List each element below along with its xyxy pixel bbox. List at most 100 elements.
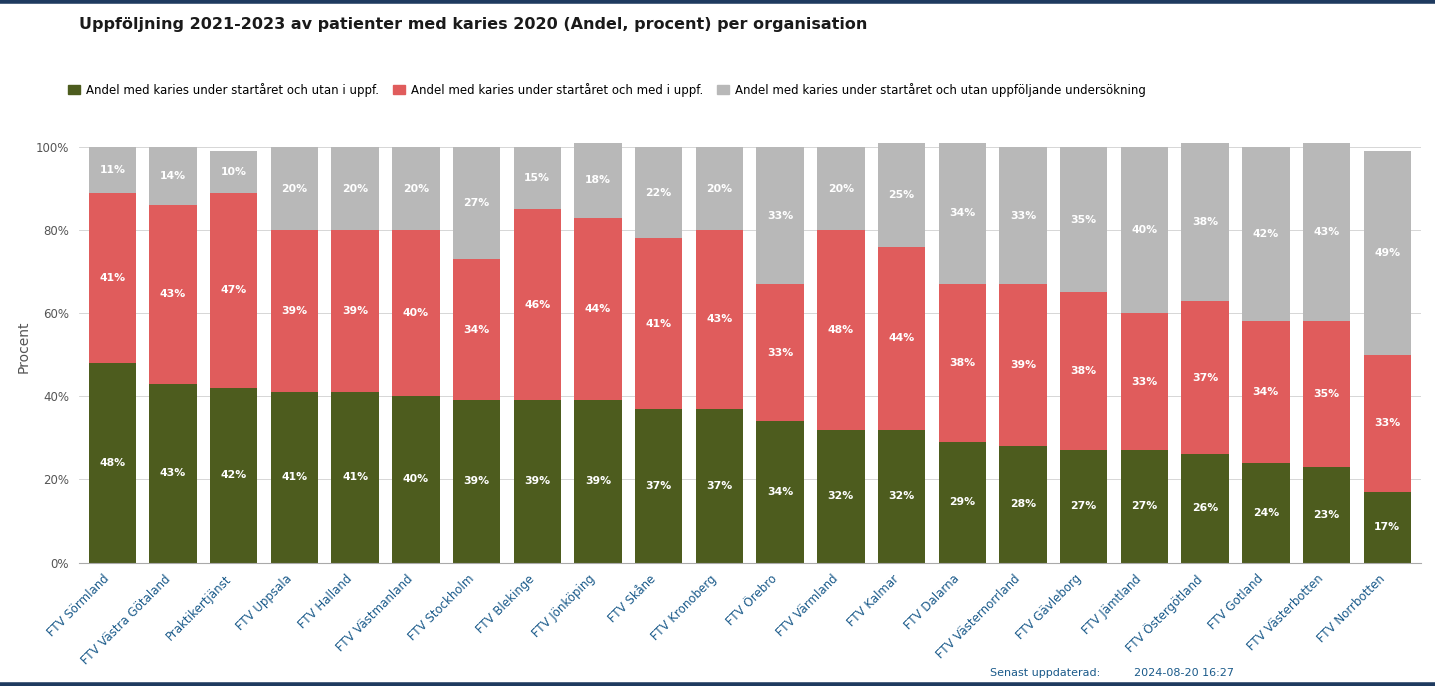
Text: 41%: 41%: [281, 473, 307, 482]
Bar: [453, 259, 501, 401]
Text: 32%: 32%: [828, 491, 854, 501]
Text: 27%: 27%: [1131, 501, 1158, 512]
Text: 39%: 39%: [464, 477, 489, 486]
Bar: [89, 363, 136, 563]
Text: 41%: 41%: [342, 473, 369, 482]
Bar: [392, 230, 439, 397]
Text: 38%: 38%: [1192, 217, 1218, 227]
Text: 46%: 46%: [524, 300, 551, 310]
Bar: [574, 143, 621, 217]
Bar: [210, 151, 257, 193]
Text: 38%: 38%: [949, 358, 976, 368]
Text: 39%: 39%: [1010, 360, 1036, 370]
Text: 44%: 44%: [888, 333, 914, 343]
Text: 33%: 33%: [1131, 377, 1158, 387]
Bar: [1060, 450, 1108, 563]
Bar: [514, 147, 561, 209]
Text: 33%: 33%: [1375, 418, 1401, 428]
Text: 2024-08-20 16:27: 2024-08-20 16:27: [1134, 667, 1234, 678]
Bar: [574, 217, 621, 401]
Bar: [696, 409, 743, 563]
Bar: [1243, 322, 1290, 463]
Text: 37%: 37%: [706, 481, 732, 490]
Bar: [453, 147, 501, 259]
Bar: [817, 429, 864, 563]
Bar: [514, 401, 561, 563]
Text: 38%: 38%: [1071, 366, 1096, 377]
Bar: [1181, 300, 1228, 454]
Text: 35%: 35%: [1313, 389, 1340, 399]
Text: 39%: 39%: [524, 477, 551, 486]
Bar: [817, 230, 864, 429]
Bar: [756, 284, 804, 421]
Bar: [817, 147, 864, 230]
Text: 47%: 47%: [221, 285, 247, 296]
Text: 33%: 33%: [768, 211, 794, 220]
Text: Senast uppdaterad:: Senast uppdaterad:: [990, 667, 1101, 678]
Bar: [1181, 454, 1228, 563]
Bar: [1060, 292, 1108, 450]
Bar: [636, 147, 683, 238]
Text: 39%: 39%: [585, 477, 611, 486]
Bar: [999, 446, 1046, 563]
Text: 35%: 35%: [1071, 215, 1096, 225]
Text: 29%: 29%: [949, 497, 976, 507]
Bar: [210, 388, 257, 563]
Bar: [1121, 314, 1168, 450]
Text: 20%: 20%: [281, 184, 307, 193]
Bar: [1363, 151, 1411, 355]
Text: 44%: 44%: [585, 304, 611, 314]
Text: 33%: 33%: [1010, 211, 1036, 220]
Bar: [574, 401, 621, 563]
Text: 43%: 43%: [159, 289, 187, 300]
Bar: [210, 193, 257, 388]
Bar: [696, 230, 743, 409]
Legend: Andel med karies under startåret och utan i uppf., Andel med karies under startå: Andel med karies under startåret och uta…: [63, 78, 1151, 102]
Text: 27%: 27%: [1071, 501, 1096, 512]
Text: 41%: 41%: [99, 273, 125, 283]
Bar: [999, 147, 1046, 284]
Text: 42%: 42%: [1253, 229, 1279, 239]
Y-axis label: Procent: Procent: [16, 320, 30, 372]
Text: 27%: 27%: [464, 198, 489, 208]
Bar: [878, 247, 926, 429]
Text: 43%: 43%: [159, 468, 187, 478]
Bar: [696, 147, 743, 230]
Bar: [1060, 147, 1108, 292]
Text: 40%: 40%: [403, 308, 429, 318]
Text: 41%: 41%: [646, 318, 672, 329]
Text: 34%: 34%: [1253, 387, 1279, 397]
Bar: [1121, 147, 1168, 314]
Bar: [1243, 147, 1290, 322]
Text: 48%: 48%: [828, 324, 854, 335]
Text: 37%: 37%: [1192, 372, 1218, 383]
Text: 20%: 20%: [403, 184, 429, 193]
Text: 28%: 28%: [1010, 499, 1036, 509]
Bar: [1243, 463, 1290, 563]
Text: 40%: 40%: [1131, 225, 1158, 235]
Bar: [878, 429, 926, 563]
Text: 11%: 11%: [99, 165, 125, 175]
Text: 20%: 20%: [342, 184, 369, 193]
Bar: [1303, 467, 1350, 563]
Text: 14%: 14%: [159, 171, 187, 181]
Text: 10%: 10%: [221, 167, 247, 177]
Text: 42%: 42%: [221, 470, 247, 480]
Bar: [331, 230, 379, 392]
Bar: [999, 284, 1046, 446]
Text: 17%: 17%: [1375, 522, 1401, 532]
Text: 32%: 32%: [888, 491, 914, 501]
Text: 43%: 43%: [706, 314, 732, 324]
Text: 37%: 37%: [646, 481, 672, 490]
Bar: [453, 401, 501, 563]
Bar: [1121, 450, 1168, 563]
Text: 34%: 34%: [768, 487, 794, 497]
Bar: [271, 392, 319, 563]
Text: 49%: 49%: [1375, 248, 1401, 258]
Text: 24%: 24%: [1253, 508, 1279, 518]
Bar: [392, 397, 439, 563]
Bar: [1363, 492, 1411, 563]
Bar: [392, 147, 439, 230]
Text: 23%: 23%: [1313, 510, 1340, 520]
Bar: [636, 409, 683, 563]
